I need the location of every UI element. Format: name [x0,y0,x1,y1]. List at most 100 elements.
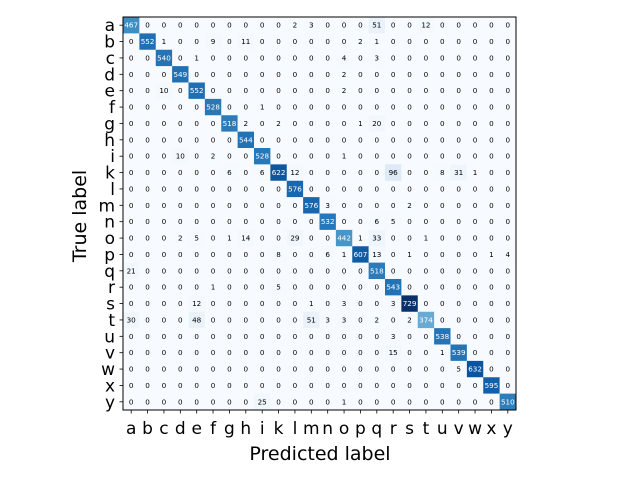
cell-value-label: 0 [407,283,412,292]
cell-value-label: 12 [421,21,430,30]
matrix-cell [139,295,157,313]
matrix-cell [417,148,435,165]
matrix-cell [499,279,517,296]
cell-value-label: 0 [506,184,511,193]
matrix-cell [303,377,320,394]
cell-value-label: 0 [424,86,429,95]
cell-value-label: 0 [407,86,412,95]
cell-value-label: 0 [211,184,216,193]
cell-value-label: 0 [440,250,445,259]
cell-value-label: 0 [407,397,412,406]
cell-value-label: 0 [244,397,249,406]
matrix-cell [335,393,353,411]
matrix-cell [385,360,402,378]
cell-value-label: 0 [293,217,298,226]
cell-value-label: 0 [440,381,445,390]
cell-value-label: 0 [276,53,281,62]
matrix-cell [286,131,304,149]
cell-value-label: 0 [440,299,445,308]
matrix-cell [417,66,435,83]
matrix-cell [352,82,369,100]
matrix-cell [466,393,484,411]
cell-value-label: 0 [456,201,461,210]
matrix-cell [335,180,353,198]
y-tick-label: t [108,311,115,331]
cell-value-label: 15 [389,348,398,357]
cell-value-label: 0 [145,348,150,357]
matrix-cell [450,328,468,345]
cell-value-label: 0 [424,365,429,374]
matrix-cell [434,262,451,280]
matrix-cell [319,131,337,149]
x-tick-label: l [293,419,298,439]
matrix-cell [499,98,517,116]
matrix-cell [335,66,353,83]
matrix-cell [319,164,337,182]
matrix-cell [270,33,288,51]
cell-value-label: 0 [358,266,363,275]
matrix-cell [172,17,189,34]
cell-value-label: 96 [389,168,399,177]
cell-value-label: 0 [162,135,167,144]
matrix-cell [434,49,451,67]
cell-value-label: 0 [178,21,183,30]
matrix-cell [352,377,369,394]
cell-value-label: 0 [244,348,249,357]
cell-value-label: 0 [358,135,363,144]
cell-value-label: 0 [424,53,429,62]
matrix-cell [172,279,189,296]
matrix-cell [188,82,206,100]
cell-value-label: 0 [162,119,167,128]
matrix-cell [499,180,517,198]
matrix-cell [499,311,517,329]
matrix-cell [172,328,189,345]
cell-value-label: 0 [227,332,232,341]
matrix-cell [254,164,271,182]
matrix-cell [123,393,140,411]
cell-value-label: 0 [489,37,494,46]
matrix-cell [483,115,500,132]
cell-value-label: 0 [407,103,412,112]
matrix-cell [188,360,206,378]
matrix-cell [483,295,500,313]
matrix-cell [172,131,189,149]
matrix-cell [172,197,189,214]
cell-value-label: 1 [260,103,265,112]
matrix-cell [385,17,402,34]
matrix-cell [466,98,484,116]
cell-value-label: 2 [407,201,412,210]
matrix-cell [237,148,255,165]
matrix-cell [286,164,304,182]
x-tick-label: d [175,419,186,439]
cell-value-label: 0 [129,332,134,341]
y-tick-label: c [106,49,115,69]
cell-value-label: 0 [375,348,380,357]
matrix-cell [335,344,353,362]
matrix-cell [155,377,173,394]
cell-value-label: 0 [260,332,265,341]
matrix-cell [385,328,402,345]
matrix-cell [270,49,288,67]
cell-value-label: 0 [391,119,396,128]
matrix-cell [385,82,402,100]
cell-value-label: 0 [227,250,232,259]
cell-value-label: 0 [342,37,347,46]
matrix-cell [254,17,271,34]
cell-value-label: 0 [162,234,167,243]
cell-value-label: 0 [424,70,429,79]
y-tick-label: n [104,213,115,233]
matrix-cell [417,131,435,149]
y-tick-label: k [105,164,115,184]
matrix-cell [368,246,386,263]
cell-value-label: 0 [391,152,396,161]
matrix-cell [237,82,255,100]
x-tick-label: e [191,419,201,439]
cell-value-label: 0 [473,119,478,128]
matrix-cell [368,279,386,296]
matrix-cell [417,377,435,394]
cell-value-label: 0 [424,135,429,144]
cell-value-label: 51 [307,315,316,324]
matrix-cell [401,33,419,51]
cell-value-label: 0 [145,397,150,406]
cell-value-label: 0 [358,365,363,374]
